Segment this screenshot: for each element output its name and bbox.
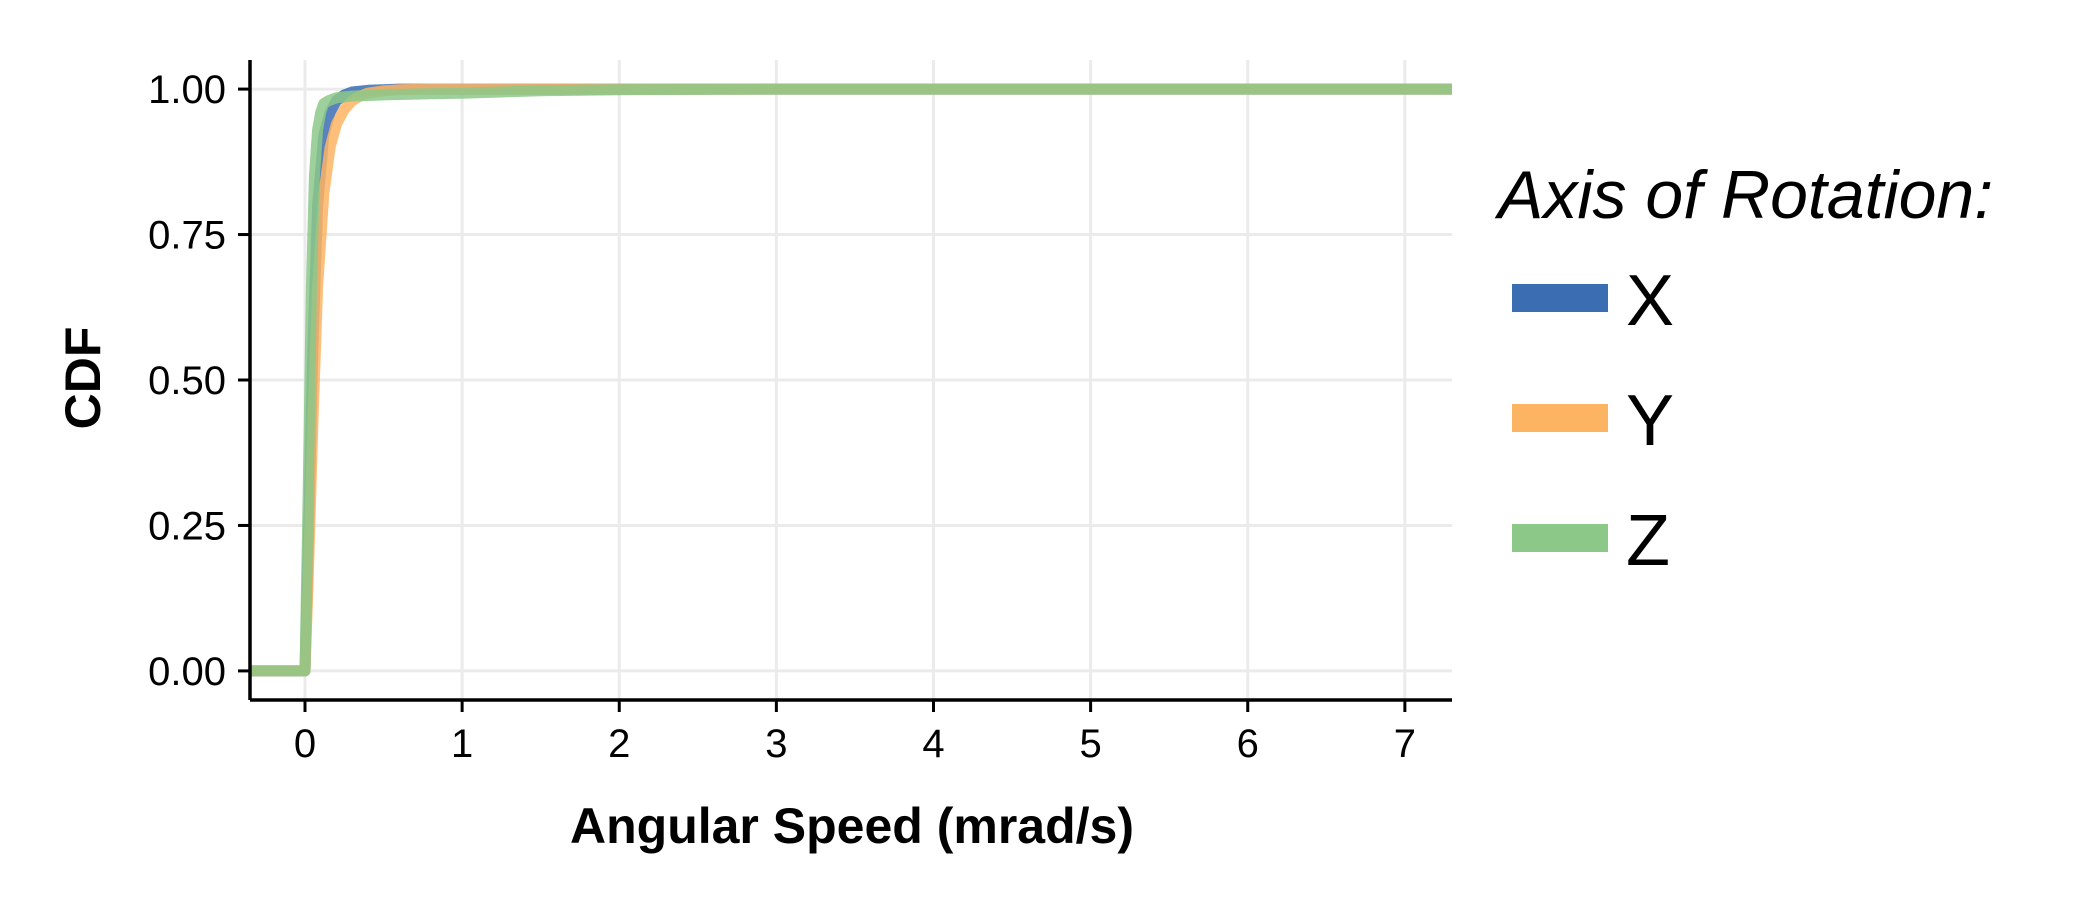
x-tick-label: 3: [765, 722, 787, 766]
x-ticks: 0 1 2 3 4 5 6 7: [294, 700, 1416, 766]
y-tick-label: 0.00: [148, 650, 226, 694]
x-tick-label: 6: [1237, 722, 1259, 766]
legend-items: XYZ: [1512, 261, 1674, 581]
x-tick-label: 5: [1079, 722, 1101, 766]
legend-label-z: Z: [1626, 501, 1670, 581]
y-ticks: 0.00 0.25 0.50 0.75 1.00: [148, 68, 250, 694]
y-tick-label: 0.50: [148, 359, 226, 403]
grid-lines: [250, 60, 1452, 700]
x-axis-title: Angular Speed (mrad/s): [570, 798, 1134, 854]
legend-label-y: Y: [1626, 381, 1674, 461]
y-tick-label: 0.75: [148, 214, 226, 258]
y-tick-label: 0.25: [148, 504, 226, 548]
x-tick-label: 2: [608, 722, 630, 766]
series-lines: [250, 83, 1452, 677]
legend-swatch-y: [1512, 404, 1608, 432]
x-tick-label: 7: [1394, 722, 1416, 766]
legend-swatch-z: [1512, 524, 1608, 552]
x-tick-label: 4: [922, 722, 944, 766]
y-tick-label: 1.00: [148, 68, 226, 112]
legend-title: Axis of Rotation:: [1494, 157, 1993, 233]
legend-swatch-x: [1512, 284, 1608, 312]
x-tick-label: 1: [451, 722, 473, 766]
legend-label-x: X: [1626, 261, 1674, 341]
x-tick-label: 0: [294, 722, 316, 766]
series-line-z: [250, 83, 1452, 677]
legend: Axis of Rotation: XYZ: [1494, 157, 1993, 581]
y-axis-title: CDF: [55, 327, 111, 430]
